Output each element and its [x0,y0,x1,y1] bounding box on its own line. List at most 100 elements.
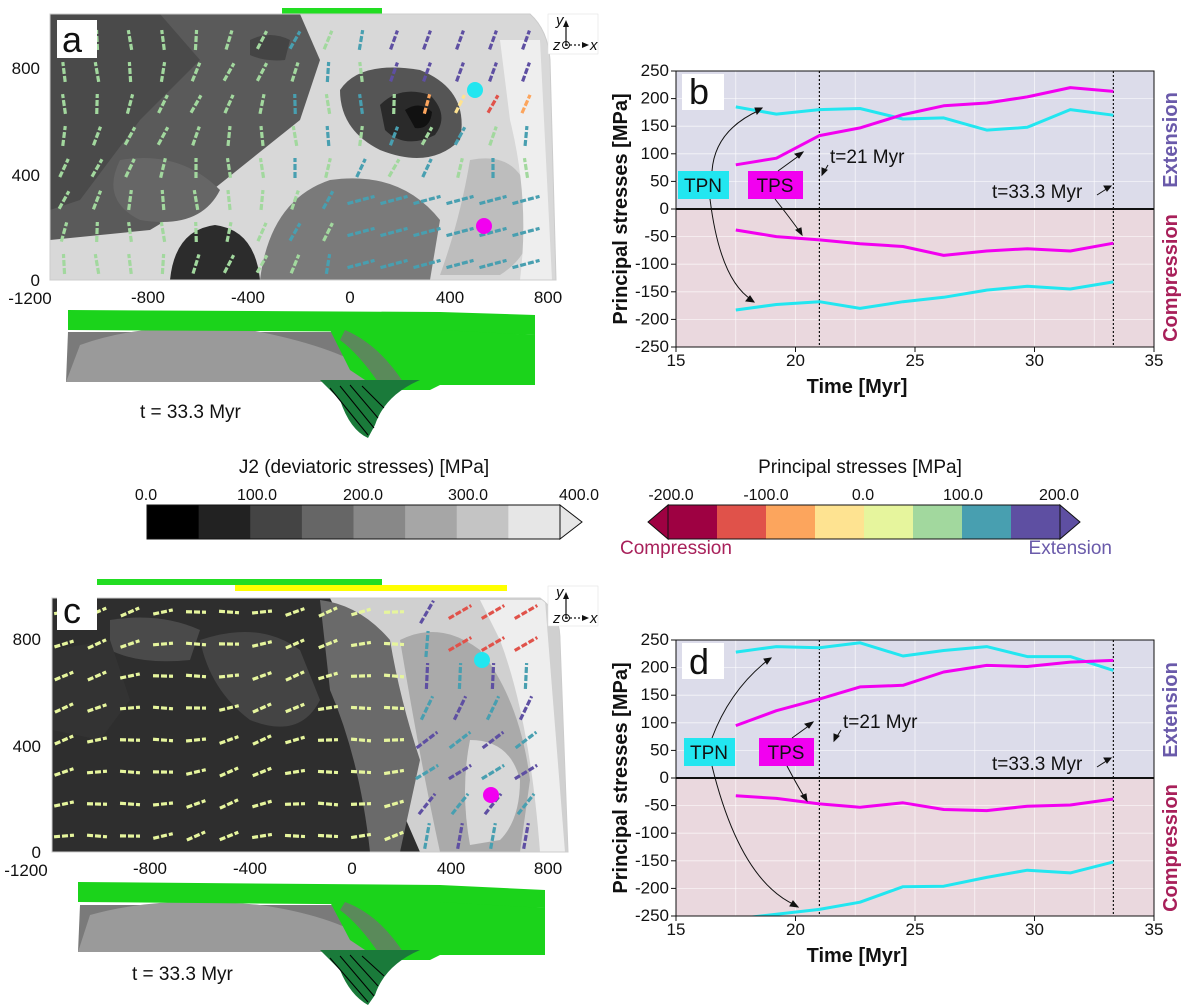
stress-glyph [448,730,472,750]
map-ytick: 400 [13,737,41,756]
stress-glyph [421,158,433,178]
stress-glyph [422,30,432,50]
stress-glyph [190,62,202,82]
x-tick-label: 15 [667,351,686,370]
stress-glyph [186,830,206,842]
panel-letter-c: c [63,590,81,631]
y-tick-label: 200 [641,89,669,108]
colorbar-j2-swatch [508,505,561,539]
y-tick-label: -200 [635,878,669,897]
stress-glyph [480,604,506,620]
map-xtick: 800 [534,288,562,307]
stress-glyph [350,769,372,775]
stress-glyph [160,189,166,211]
colorbar-j2-swatch [353,505,406,539]
stress-glyph [479,258,507,270]
stress-glyph [388,126,400,146]
x-tick-label: 25 [906,920,925,939]
stress-glyph [252,671,272,681]
axes-icon: y z x [547,12,599,55]
series-line-tpn [735,280,1114,312]
stress-glyph [86,833,108,839]
stress-glyph [53,800,75,808]
colorbar-principal-swatch [962,505,1012,539]
stress-glyph [350,705,372,711]
stress-glyph [219,798,239,810]
stress-glyph [255,30,269,50]
colorbar-j2-tick: 200.0 [343,487,383,504]
stress-glyph [57,190,71,210]
stress-glyph [127,61,133,83]
y-tick-label: 150 [641,116,669,135]
y-tick-label: 0 [660,768,669,787]
annotation-t21: t=21 Myr [843,712,918,733]
map-c-axes: 800 400 0 -1200 -800 -400 0 400 800 [4,630,562,880]
colorbar-principal-swatch [913,505,963,539]
tps-marker [476,218,492,234]
map-ytick: 0 [32,843,41,862]
y-tick-label: -100 [635,254,669,273]
stress-glyph [446,258,474,270]
y-tick-label: 100 [641,144,669,163]
stress-glyph [358,93,364,115]
stress-glyph [485,695,501,721]
y-tick-label: 250 [641,61,669,80]
stress-glyph [126,29,134,51]
stress-glyph [383,799,405,809]
colorbar-j2-tick: 100.0 [237,487,277,504]
stress-glyph [284,833,306,839]
stress-glyph [192,189,200,211]
x-tick-label: 30 [1025,351,1044,370]
tpn-label: TPN [684,176,722,197]
stress-glyph [516,792,536,816]
stress-glyph [512,194,540,206]
annotation-t33: t=33.3 Myr [992,754,1083,775]
stress-glyph [119,801,141,807]
stress-glyph [452,695,468,721]
stress-glyph [514,730,538,750]
y-tick-label: 50 [650,171,669,190]
stress-glyph [486,94,500,114]
stress-glyph [285,607,305,617]
stress-glyph [523,125,529,147]
colorbar-j2-swatch [147,505,200,539]
x-tick-label: 35 [1145,920,1164,939]
stress-glyph [318,638,338,650]
stress-glyph [383,705,405,711]
map-ytick: 800 [13,630,41,649]
stress-glyph [152,832,174,840]
stress-glyph [350,674,372,678]
y-tick-label: -250 [635,337,669,356]
tps-label: TPS [768,743,805,764]
stress-glyph [317,671,339,681]
stress-glyph [290,190,300,210]
colorbar-principal-swatch [766,505,816,539]
stress-glyph [455,30,465,50]
map-ytick: 400 [12,166,40,185]
stress-glyph [258,157,266,179]
tpn-label-box [684,738,735,766]
stress-glyph [125,93,135,115]
stress-glyph [285,702,305,714]
stress-glyph [324,157,332,179]
stress-glyph [447,636,473,652]
stress-glyph [95,93,99,115]
stress-glyph [415,763,439,781]
stress-glyph [479,226,507,238]
stress-glyph [446,226,474,238]
map-panel-a: a y z x 800 400 0 -1200 -800 -400 0 400 … [8,8,599,438]
map-xtick: 0 [347,859,356,878]
colorbar-compression-label: Compression [620,538,732,559]
y-tick-label: 0 [660,199,669,218]
stress-glyph [86,769,108,775]
annotation-t21: t=21 Myr [830,147,905,168]
x-tick-label: 35 [1145,351,1164,370]
stress-glyph [324,253,332,275]
stress-glyph [513,604,539,620]
stress-glyph [355,158,367,178]
stress-glyph [186,799,206,809]
tps-label: TPS [757,176,794,197]
series-line-tps [735,658,1114,728]
tpn-marker [467,82,483,98]
stress-glyph [61,61,67,83]
